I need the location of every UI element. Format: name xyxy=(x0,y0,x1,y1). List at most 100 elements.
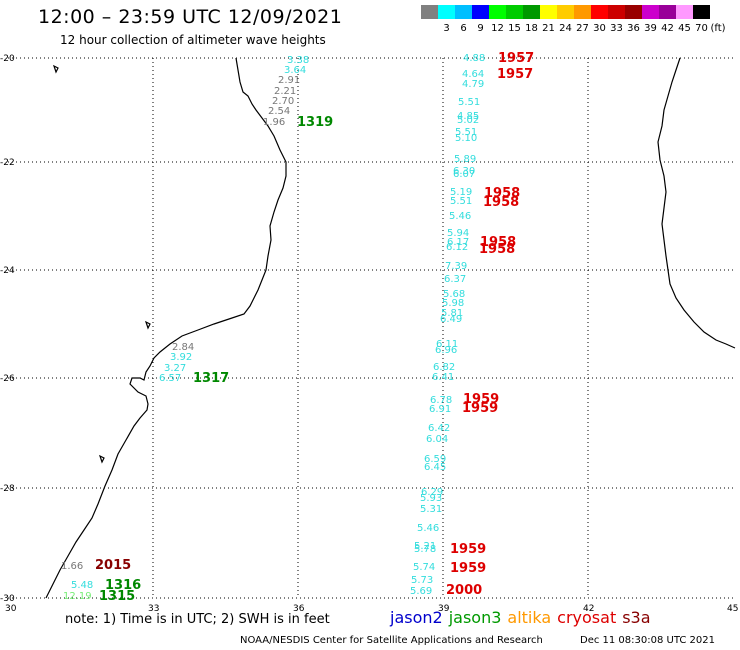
satellite-name: jason2 xyxy=(390,608,443,627)
pass-time-label: 1957 xyxy=(497,67,534,82)
legend-label: 9 xyxy=(477,23,484,34)
pass-time-label: 1959 xyxy=(450,561,487,576)
pass-time-label: 1959 xyxy=(463,392,500,407)
wave-height-value: 6.30 xyxy=(453,166,476,177)
legend-label: 3 xyxy=(443,23,450,34)
pass-time-label: 1319 xyxy=(297,115,334,130)
wave-height-value: 5.51 xyxy=(450,196,473,207)
legend-label: 39 xyxy=(644,23,657,34)
wave-height-value: 5.46 xyxy=(449,211,472,222)
legend-swatch xyxy=(642,5,659,19)
legend-swatch xyxy=(574,5,591,19)
legend-label: 30 xyxy=(593,23,606,34)
wave-height-value: 5.51 xyxy=(458,97,481,108)
wave-height-value: 5.69 xyxy=(410,586,433,597)
wave-height-value: 7.39 xyxy=(445,261,468,272)
wave-height-value: 4.79 xyxy=(462,79,485,90)
wave-height-value: 2.84 xyxy=(172,342,195,353)
coastline-islands xyxy=(52,64,151,464)
legend-label: 21 xyxy=(542,23,555,34)
legend-swatch xyxy=(421,5,438,19)
legend-label: 36 xyxy=(627,23,640,34)
wave-height-value: 5.98 xyxy=(442,298,465,309)
plot-subtitle: 12 hour collection of altimeter wave hei… xyxy=(60,33,326,47)
wave-height-value: 5.21 xyxy=(414,541,437,552)
wave-height-value: 6.07 xyxy=(453,169,476,180)
wave-height-value: 6.78 xyxy=(430,395,453,406)
legend-unit: (ft) xyxy=(710,23,726,34)
longitude-label: 33 xyxy=(148,604,160,614)
wave-height-value: 6.49 xyxy=(440,314,463,325)
latitude-label: -28 xyxy=(0,484,15,494)
wave-height-value: 5.93 xyxy=(420,493,443,504)
legend-swatch xyxy=(455,5,472,19)
wave-height-value: 4.88 xyxy=(463,53,486,64)
wave-height-value: 5.51 xyxy=(455,127,478,138)
wave-height-value: 1.96 xyxy=(263,117,286,128)
legend-swatch xyxy=(540,5,557,19)
latitude-label: -30 xyxy=(0,594,15,604)
wave-height-value: 6.12 xyxy=(446,242,469,253)
legend-label: 27 xyxy=(576,23,589,34)
legend-swatch xyxy=(472,5,489,19)
pass-time-label: 2000 xyxy=(446,583,483,598)
wave-height-value: 5.02 xyxy=(457,115,480,126)
wave-height-value: 6.59 xyxy=(424,454,447,465)
legend-label: 18 xyxy=(525,23,538,34)
satellite-name: s3a xyxy=(622,608,651,627)
wave-height-value: 6.37 xyxy=(444,274,467,285)
wave-height-value: 3.92 xyxy=(170,352,193,363)
wave-height-value: 6.42 xyxy=(428,423,451,434)
wave-height-value: 6.96 xyxy=(435,345,458,356)
footer-note: note: 1) Time is in UTC; 2) SWH is in fe… xyxy=(65,612,330,627)
longitude-label: 30 xyxy=(5,604,17,614)
wave-height-value: 5.48 xyxy=(71,580,94,591)
wave-height-value: 3.64 xyxy=(284,65,307,76)
pass-time-label: 1959 xyxy=(450,542,487,557)
plot-title: 12:00 – 23:59 UTC 12/09/2021 xyxy=(38,6,343,28)
legend-swatch xyxy=(489,5,506,19)
wave-height-value: 5.68 xyxy=(443,289,466,300)
legend-label: 42 xyxy=(661,23,674,34)
wave-height-value: 6.57 xyxy=(159,373,182,384)
wave-height-value: 5.46 xyxy=(417,523,440,534)
longitude-label: 42 xyxy=(583,604,595,614)
latitude-label: -24 xyxy=(0,266,15,276)
wave-height-value: 3.38 xyxy=(287,55,310,66)
legend-swatch xyxy=(523,5,540,19)
legend-label: 24 xyxy=(559,23,572,34)
satellite-key: jason2 jason3 altika cryosat s3a xyxy=(390,608,657,627)
wave-height-value: 6.11 xyxy=(436,339,459,350)
wave-height-value: 2.21 xyxy=(274,86,297,97)
wave-height-value: 1.66 xyxy=(61,561,84,572)
pass-time-label: 1957 xyxy=(498,51,535,66)
satellite-name: cryosat xyxy=(557,608,617,627)
pass-time-label: 1959 xyxy=(462,401,499,416)
legend-label: 6 xyxy=(460,23,467,34)
legend-label: 45 xyxy=(678,23,691,34)
legend-swatch xyxy=(676,5,693,19)
longitude-label: 39 xyxy=(438,604,450,614)
wave-height-value: 5.10 xyxy=(455,133,478,144)
legend-swatch xyxy=(557,5,574,19)
satellite-name: jason3 xyxy=(448,608,502,627)
legend-swatch xyxy=(625,5,642,19)
legend-swatch xyxy=(608,5,625,19)
wave-height-value: 6.41 xyxy=(432,372,455,383)
legend-swatch xyxy=(438,5,455,19)
legend-label: 33 xyxy=(610,23,623,34)
coastline-africa xyxy=(45,57,287,599)
wave-height-value: 5.74 xyxy=(413,562,436,573)
pass-time-label: 1958 xyxy=(479,242,516,257)
wave-height-value: 6.45 xyxy=(424,462,447,473)
wave-height-value: 3.27 xyxy=(164,363,187,374)
latitude-label: -26 xyxy=(0,374,15,384)
wave-height-value: 5.78 xyxy=(414,544,437,555)
pass-time-label: 1317 xyxy=(193,371,230,386)
legend-swatch xyxy=(659,5,676,19)
pass-time-label: 1315 xyxy=(99,589,136,604)
wave-height-value: 4.85 xyxy=(457,111,480,122)
wave-height-value: 5.94 xyxy=(447,228,470,239)
wave-height-value: 5.73 xyxy=(411,575,434,586)
